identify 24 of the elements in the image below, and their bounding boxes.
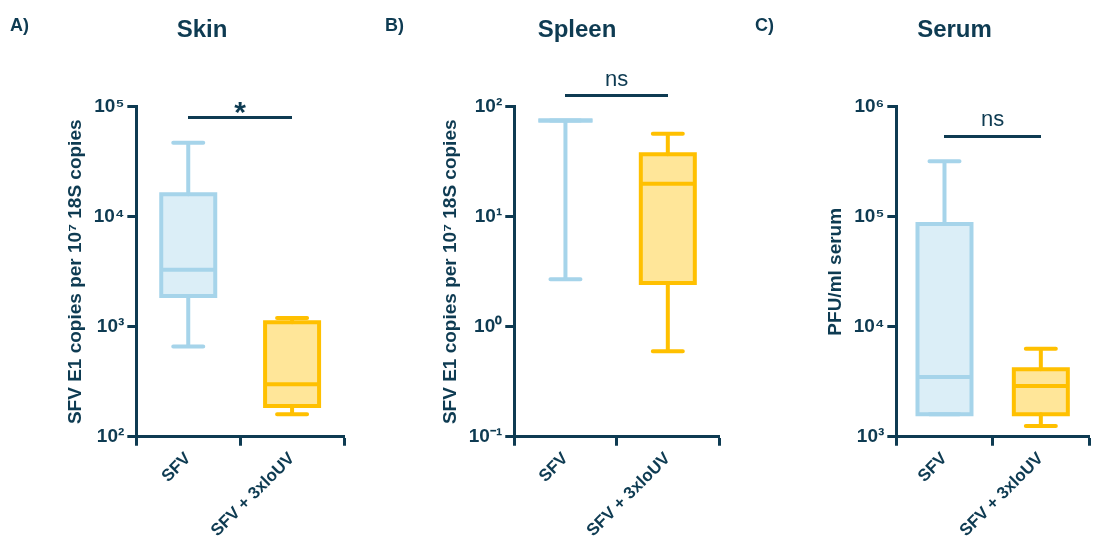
y-tick-label: 10⁴ <box>93 205 125 227</box>
annotation: ns <box>981 106 1005 132</box>
text: ns <box>605 65 629 91</box>
text: A) <box>10 15 29 35</box>
text: C) <box>755 15 774 35</box>
y-tick-label: 10⁵ <box>854 205 885 227</box>
y-tick-label: 10⁴ <box>853 315 885 336</box>
y-tick-label: 10⁻¹ <box>468 424 503 446</box>
y-tick-label: 10² <box>96 424 125 446</box>
y-tick-label: 10² <box>474 95 503 117</box>
y-tick-label: 10¹ <box>474 205 503 227</box>
chart-title: Skin <box>176 15 228 43</box>
y-axis-title: SFV E1 copies per 10⁷ 18S copies <box>63 119 85 425</box>
y-tick-label: 10⁵ <box>94 95 125 117</box>
chart-title: Serum <box>917 15 992 43</box>
y-tick-label: 10⁶ <box>854 95 885 117</box>
y-tick-label: 10³ <box>856 424 885 446</box>
y-tick-label: 10³ <box>96 315 125 336</box>
y-axis-title: SFV E1 copies per 10⁷ 18S copies <box>438 119 460 425</box>
chart-title: Spleen <box>537 15 617 43</box>
text: B) <box>385 15 404 35</box>
y-tick-label: 10⁰ <box>474 315 503 336</box>
annotation: * <box>234 94 247 128</box>
y-axis-title: PFU/ml serum <box>823 207 845 336</box>
